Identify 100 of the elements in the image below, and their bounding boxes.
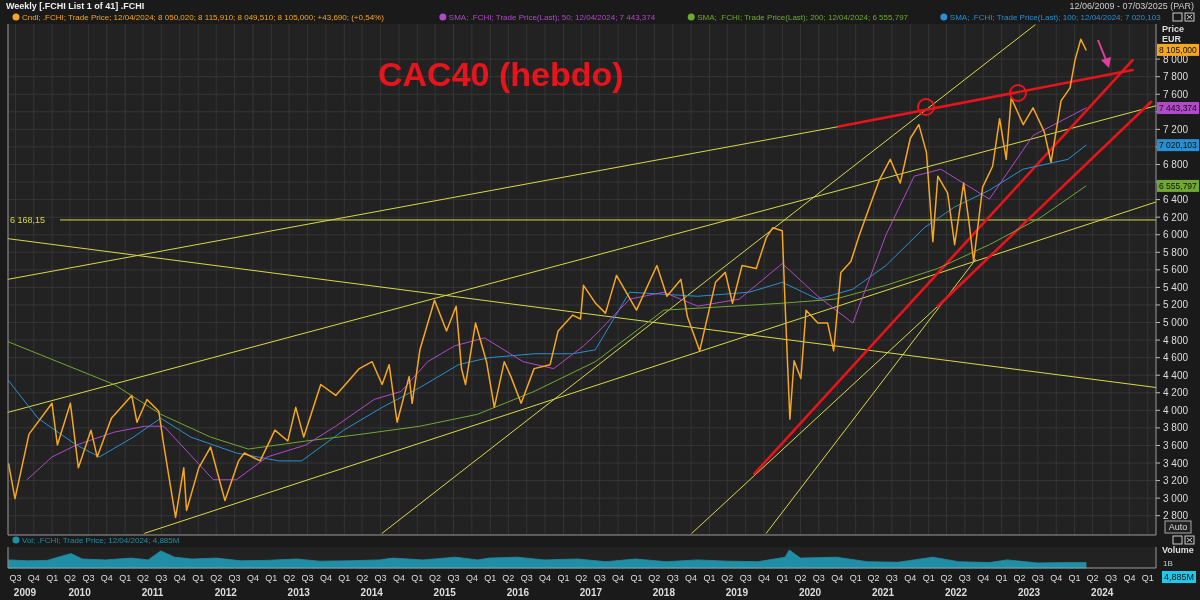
y-tick-label: 4 600 bbox=[1163, 352, 1189, 364]
x-tick-label: Q1 bbox=[484, 573, 497, 583]
y-tick-label: 6 200 bbox=[1163, 211, 1189, 223]
y-tick-label: 4 800 bbox=[1163, 334, 1189, 346]
x-tick-label: Q4 bbox=[1123, 573, 1136, 583]
y-tick-label: 7 800 bbox=[1163, 71, 1189, 83]
x-tick-label: Q2 bbox=[867, 573, 880, 583]
x-tick-label: Q4 bbox=[465, 573, 478, 583]
x-tick-label: Q1 bbox=[630, 573, 643, 583]
x-tick-label: Q2 bbox=[1086, 573, 1099, 583]
legend-label: Cndl; .FCHI; Trade Price; 12/04/2024; 8 050,020; 8 115,910; 8 049,510; 8 105,000; +43,690; (+0,54%) bbox=[22, 13, 385, 22]
x-tick-label: Q3 bbox=[155, 573, 168, 583]
x-tick-label: Q3 bbox=[958, 573, 971, 583]
x2-tick-label: 2024 bbox=[1091, 587, 1114, 598]
y-tick-label: 2 800 bbox=[1163, 510, 1189, 522]
x-tick-label: Q4 bbox=[977, 573, 990, 583]
text: 7 020,103 bbox=[1159, 140, 1198, 151]
x-tick-label: Q1 bbox=[192, 573, 205, 583]
x-tick-label: Q4 bbox=[27, 573, 40, 583]
y-tick-label: 4 400 bbox=[1163, 369, 1189, 381]
x-tick-label: Q2 bbox=[502, 573, 515, 583]
x-tick-label: Q4 bbox=[246, 573, 259, 583]
x-tick-label: Q3 bbox=[739, 573, 752, 583]
x-tick-label: Q2 bbox=[1013, 573, 1026, 583]
x-tick-label: Q4 bbox=[392, 573, 405, 583]
y-tick-label: 5 000 bbox=[1163, 317, 1189, 329]
x-tick-label: Q1 bbox=[557, 573, 570, 583]
y-tick-label: 3 200 bbox=[1163, 475, 1189, 487]
x-tick-label: Q2 bbox=[356, 573, 369, 583]
x2-tick-label: 2020 bbox=[798, 587, 822, 598]
x2-tick-label: 2016 bbox=[506, 587, 530, 598]
chart-subtitle: Weekly [.FCHI List 1 of 41] .FCHI bbox=[6, 1, 145, 11]
x2-tick-label: 2012 bbox=[214, 587, 238, 598]
y-tick-label: 6 800 bbox=[1163, 158, 1189, 170]
x-tick-label: Q2 bbox=[283, 573, 296, 583]
x-tick-label: Q3 bbox=[593, 573, 606, 583]
y-tick-label: 5 800 bbox=[1163, 246, 1189, 258]
x-tick-label: Q4 bbox=[612, 573, 625, 583]
legend-label: SMA; .FCHI; Trade Price(Last); 50; 12/04/2024; 7 443,374 bbox=[448, 13, 656, 22]
y-tick-label: 3 600 bbox=[1163, 439, 1189, 451]
y-tick-label: 3 400 bbox=[1163, 457, 1189, 469]
x-tick-label: Q1 bbox=[995, 573, 1008, 583]
x-tick-label: Q3 bbox=[228, 573, 241, 583]
text: 8 105,000 bbox=[1159, 44, 1198, 55]
x-tick-label: Q3 bbox=[9, 573, 22, 583]
x-tick-label: Q3 bbox=[374, 573, 387, 583]
x-tick-label: Q1 bbox=[119, 573, 132, 583]
x-tick-label: Q4 bbox=[319, 573, 332, 583]
x-tick-label: Q2 bbox=[940, 573, 953, 583]
x2-tick-label: 2022 bbox=[944, 587, 968, 598]
ref-line-label: 6 168,15 bbox=[10, 214, 46, 225]
y-axis-title: Price EUR bbox=[1162, 24, 1185, 44]
legend-label: SMA; .FCHI; Trade Price(Last); 200; 12/04/2024; 6 555,797 bbox=[697, 13, 909, 22]
y-tick-label: 6 400 bbox=[1163, 194, 1189, 206]
x-tick-label: Q3 bbox=[82, 573, 95, 583]
x-tick-label: Q2 bbox=[575, 573, 588, 583]
x2-tick-label: 2010 bbox=[68, 587, 92, 598]
x-tick-label: Q4 bbox=[173, 573, 186, 583]
x-tick-label: Q4 bbox=[685, 573, 698, 583]
x-tick-label: Q4 bbox=[1050, 573, 1063, 583]
x-tick-label: Q2 bbox=[136, 573, 149, 583]
x2-tick-label: 2014 bbox=[360, 587, 384, 598]
x-tick-label: Q3 bbox=[1031, 573, 1044, 583]
x-tick-label: Q4 bbox=[904, 573, 917, 583]
auto-button: Auto bbox=[1164, 520, 1192, 534]
x-tick-label: Q1 bbox=[46, 573, 59, 583]
x-tick-label: Q2 bbox=[648, 573, 661, 583]
text: 7 443,374 bbox=[1159, 102, 1198, 113]
x-tick-label: Q2 bbox=[429, 573, 442, 583]
x-tick-label: Q3 bbox=[885, 573, 898, 583]
x-tick-label: Q3 bbox=[301, 573, 314, 583]
x-tick-label: Q2 bbox=[794, 573, 807, 583]
text: 12/06/2009 - 07/03/2025 (PAR) bbox=[1069, 1, 1194, 11]
y-tick-label: 8 000 bbox=[1163, 53, 1189, 65]
y-tick-label: 4 000 bbox=[1163, 404, 1189, 416]
x-tick-label: Q1 bbox=[411, 573, 424, 583]
x-tick-label: Q3 bbox=[447, 573, 460, 583]
x-tick-label: Q1 bbox=[1141, 573, 1154, 583]
y-tick-label: 3 800 bbox=[1163, 422, 1189, 434]
text: 6 555,797 bbox=[1159, 180, 1198, 191]
x2-tick-label: 2021 bbox=[871, 587, 895, 598]
x-tick-label: Q1 bbox=[776, 573, 789, 583]
x-tick-label: Q3 bbox=[666, 573, 679, 583]
x-tick-label: Q2 bbox=[210, 573, 223, 583]
x-tick-label: Q3 bbox=[520, 573, 533, 583]
y-axis-title: Volume bbox=[1162, 545, 1194, 555]
y-tick-label: 4 200 bbox=[1163, 387, 1189, 399]
x-tick-label: Q4 bbox=[539, 573, 552, 583]
text: 4,885M bbox=[1164, 572, 1195, 583]
x-tick-label: Q4 bbox=[100, 573, 113, 583]
x-tick-label: Q3 bbox=[812, 573, 825, 583]
text: CAC40 (hebdo) bbox=[378, 55, 624, 93]
y-tick-label: 5 600 bbox=[1163, 264, 1189, 276]
x-tick-label: Q1 bbox=[703, 573, 716, 583]
x-tick-label: Q3 bbox=[1105, 573, 1118, 583]
x-tick-label: Q4 bbox=[831, 573, 844, 583]
y-tick-label: 7 600 bbox=[1163, 88, 1189, 100]
y-tick-label: 7 200 bbox=[1163, 123, 1189, 135]
x2-tick-label: 2011 bbox=[141, 587, 164, 598]
y-tick-label: 6 000 bbox=[1163, 229, 1189, 241]
